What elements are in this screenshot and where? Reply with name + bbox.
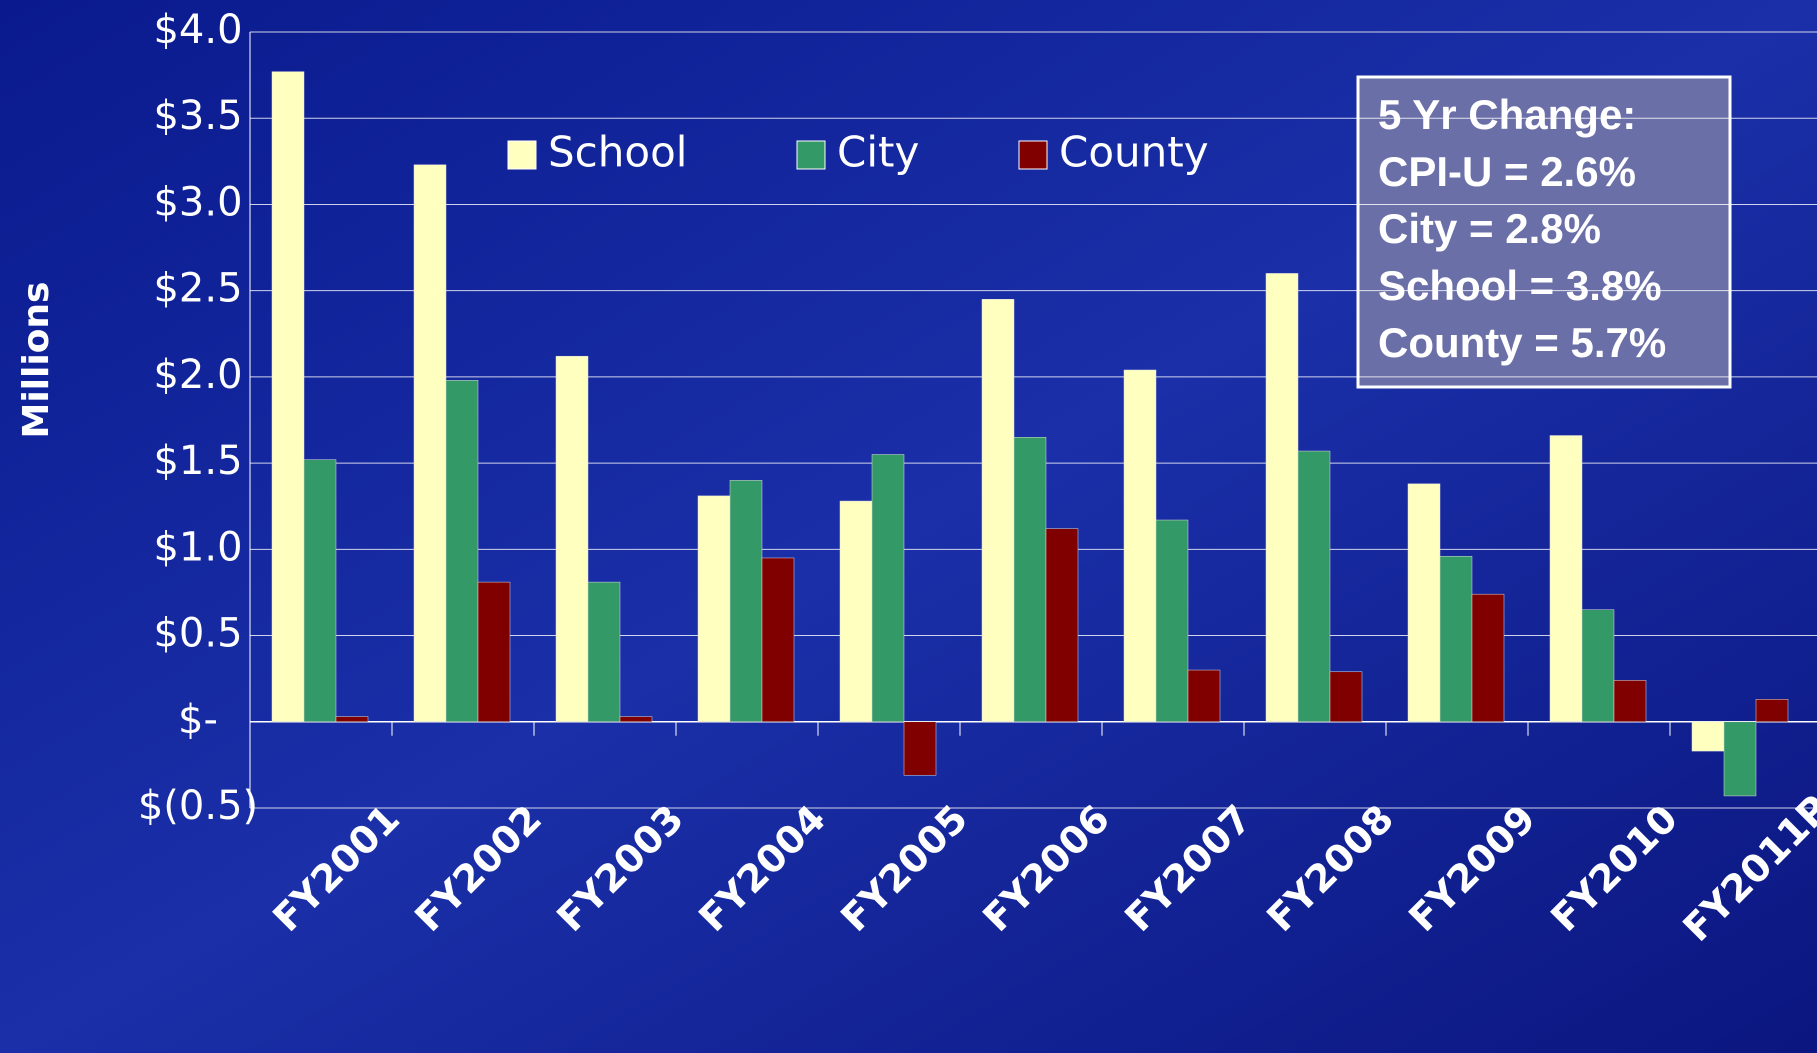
- bar: [477, 581, 511, 723]
- bar: [1581, 609, 1615, 723]
- bar: [303, 459, 337, 723]
- bar: [1439, 555, 1473, 723]
- bar: [1297, 450, 1331, 723]
- bar: [697, 495, 731, 723]
- bar: [1329, 671, 1363, 723]
- bar: [1187, 669, 1221, 723]
- bar: [761, 557, 795, 723]
- bar: [981, 299, 1015, 723]
- annotation-text: City = 2.8%: [1378, 205, 1601, 252]
- bar: [271, 71, 305, 723]
- annotation-text: 5 Yr Change:: [1378, 91, 1636, 138]
- annotation-text: County = 5.7%: [1378, 319, 1666, 366]
- bar: [1407, 483, 1441, 723]
- bar: [1691, 721, 1725, 752]
- legend-swatch: [796, 140, 826, 170]
- y-tick-label: $0.5: [153, 611, 242, 657]
- legend-swatch: [507, 140, 537, 170]
- y-tick-label: $2.5: [153, 266, 242, 312]
- y-tick-label: $3.0: [153, 179, 242, 225]
- y-tick-label: $2.0: [153, 352, 242, 398]
- legend-swatch: [1018, 140, 1048, 170]
- bar: [1123, 369, 1157, 723]
- y-axis-label: Millions: [16, 282, 57, 439]
- bar: [587, 581, 621, 723]
- bar: [335, 716, 369, 723]
- bar: [1613, 680, 1647, 723]
- bar: [839, 500, 873, 723]
- bar: [871, 454, 905, 723]
- bar: [1265, 273, 1299, 723]
- bar: [729, 480, 763, 723]
- bar: [555, 355, 589, 723]
- legend-label: County: [1059, 128, 1209, 177]
- bar: [1755, 699, 1789, 723]
- bar: [1723, 721, 1757, 797]
- annotation-text: CPI-U = 2.6%: [1378, 148, 1636, 195]
- y-tick-label: $-: [178, 697, 218, 743]
- legend-label: City: [837, 128, 919, 177]
- bar: [445, 380, 479, 723]
- y-tick-label: $3.5: [153, 93, 242, 139]
- bar: [1155, 519, 1189, 723]
- bar: [1471, 593, 1505, 723]
- legend-label: School: [548, 128, 687, 177]
- bar: [619, 716, 653, 723]
- y-tick-label: $4.0: [153, 7, 242, 53]
- bar: [1045, 528, 1079, 723]
- y-tick-label: $(0.5): [138, 783, 258, 829]
- y-tick-label: $1.5: [153, 438, 242, 484]
- bar: [413, 164, 447, 723]
- bar: [903, 721, 937, 776]
- bar: [1549, 435, 1583, 723]
- bar: [1013, 436, 1047, 723]
- annotation-box: [1356, 75, 1732, 389]
- y-tick-label: $1.0: [153, 524, 242, 570]
- annotation-text: School = 3.8%: [1378, 262, 1662, 309]
